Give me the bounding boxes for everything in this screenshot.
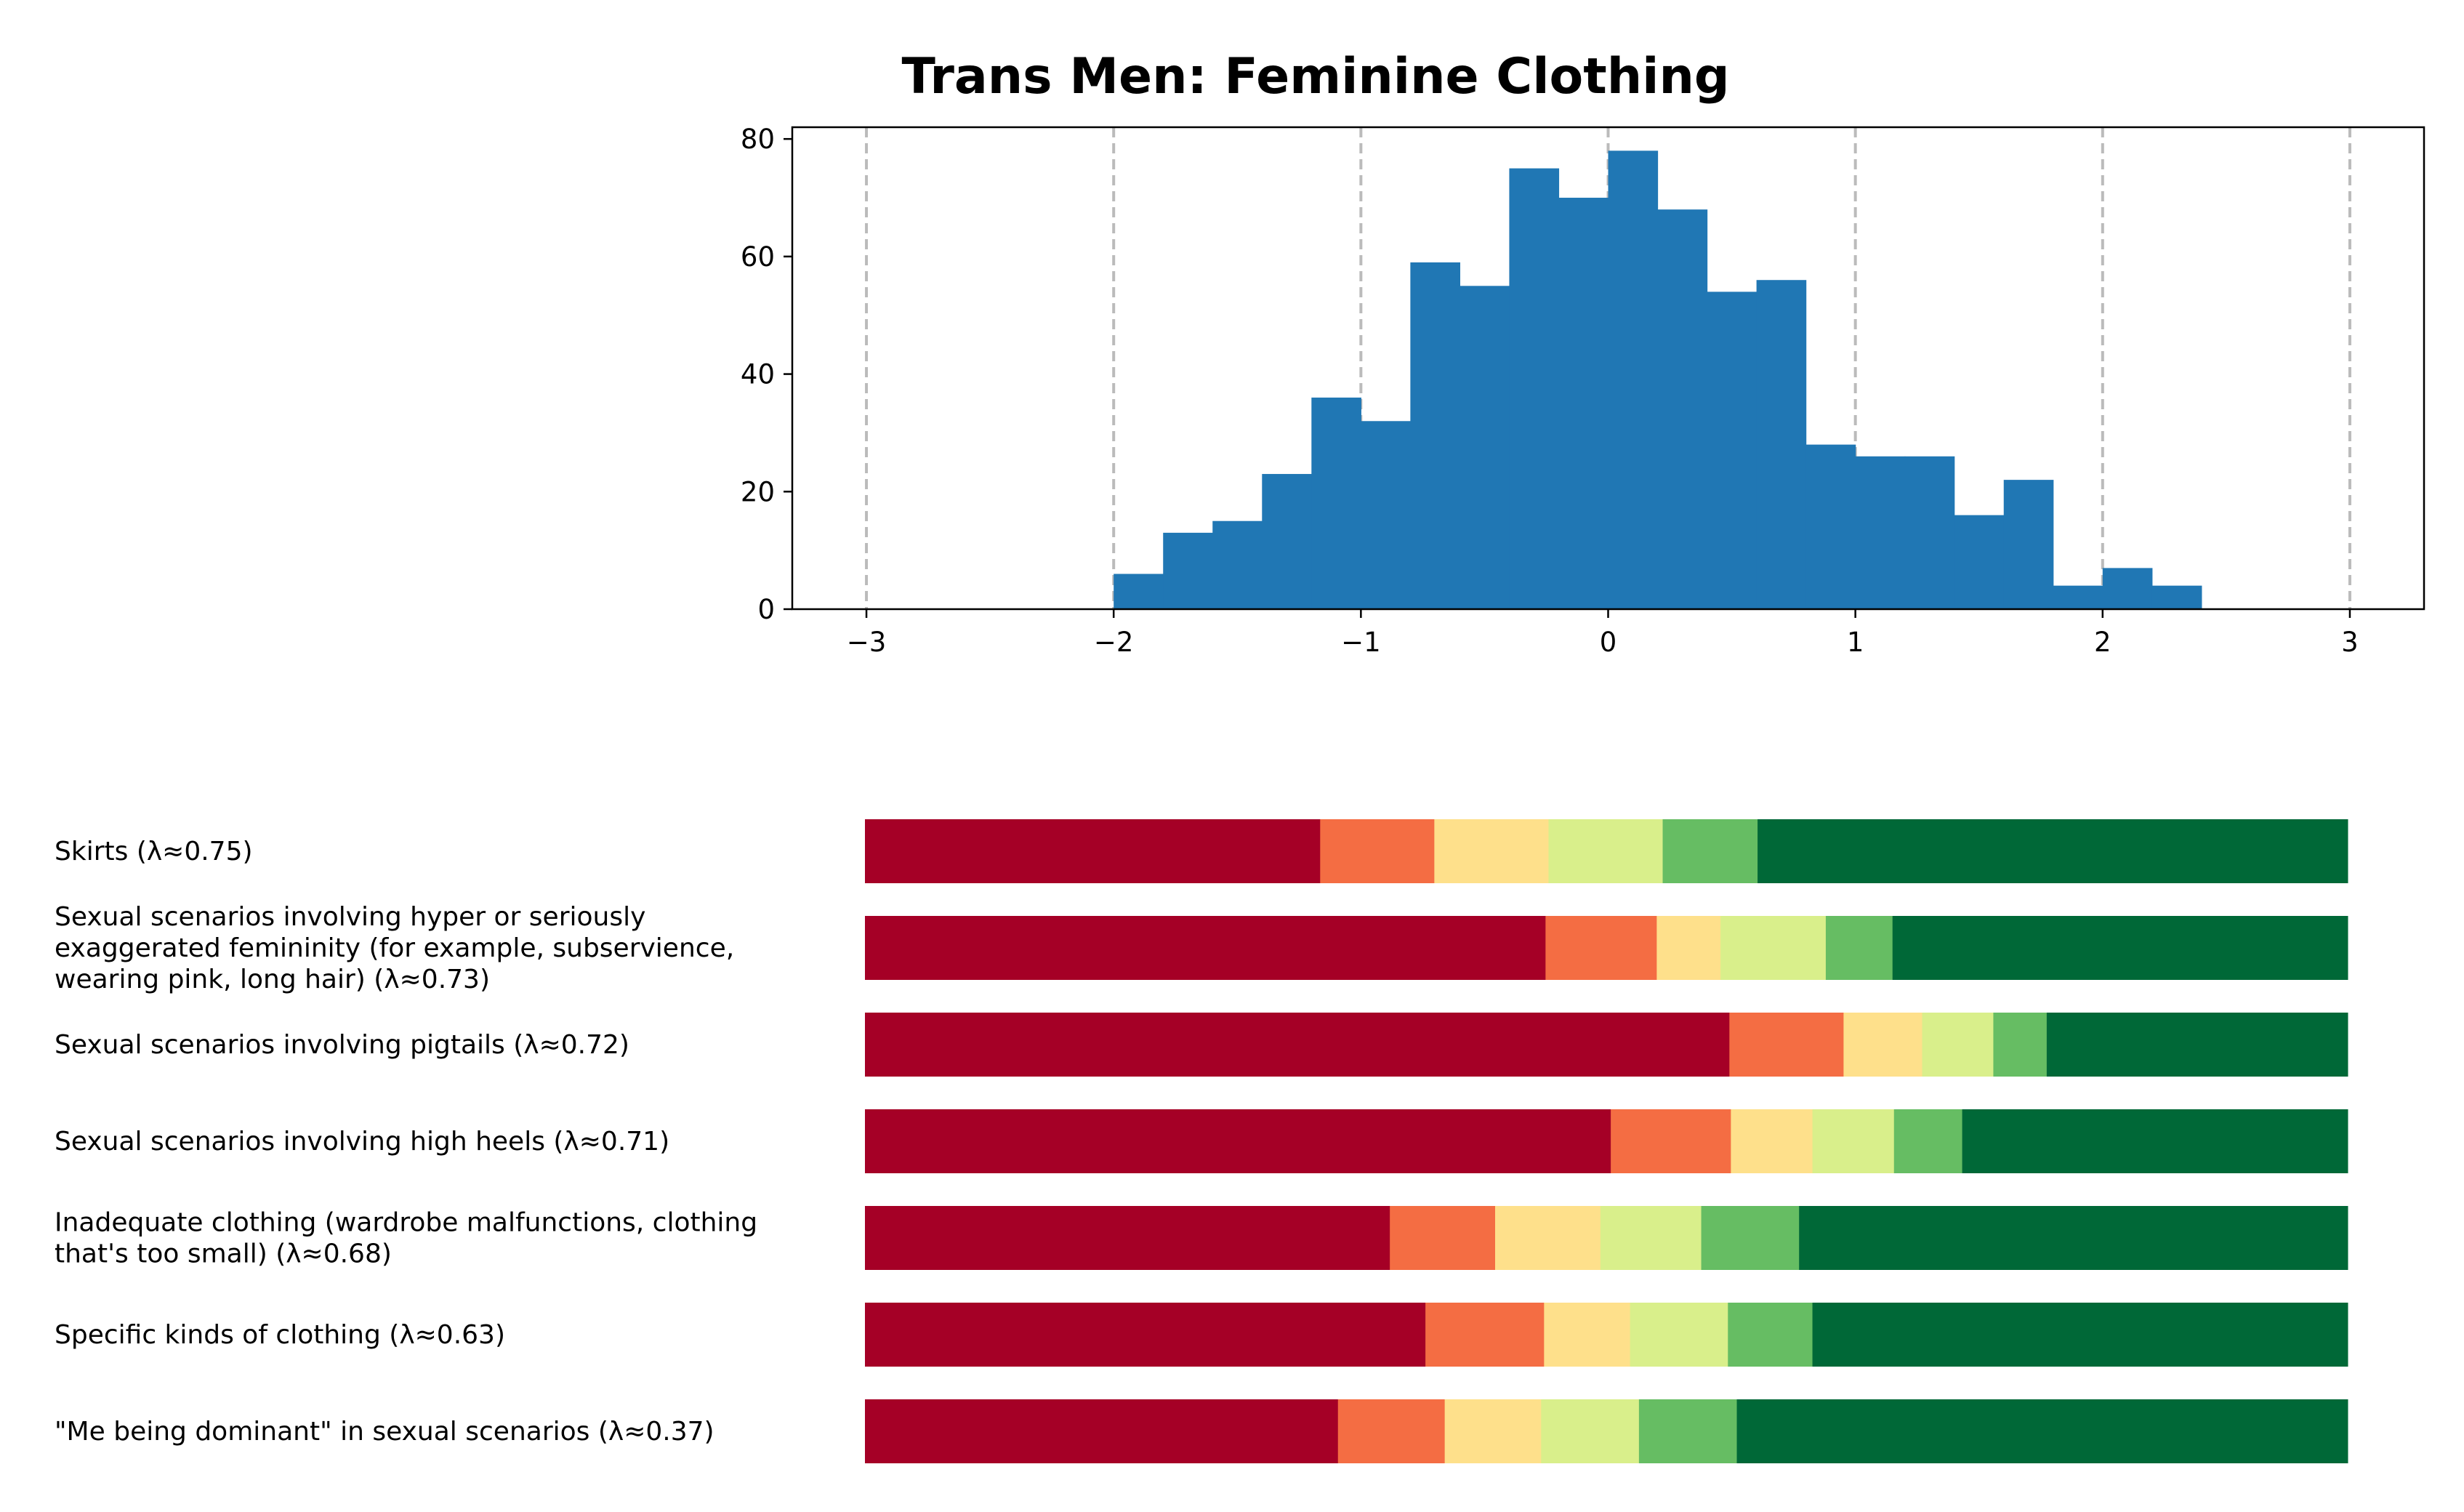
likert-segment [1444,1399,1542,1463]
likert-row-label: Sexual scenarios involving pigtails (λ≈0… [55,1030,629,1060]
likert-segment [865,819,1321,883]
histogram-bar [1311,397,1361,609]
likert-segment [1922,1013,1994,1077]
likert-row-labels: Skirts (λ≈0.75) Sexual scenarios involvin… [55,837,757,1447]
likert-bars [865,819,2348,1463]
histogram-bar [1805,444,1856,609]
histogram-bar [1707,291,1758,609]
likert-segment [1337,1399,1446,1463]
likert-segment [1548,819,1664,883]
likert-segment [865,1303,1426,1367]
likert-segment [1993,1013,2048,1077]
histogram-bar [1904,456,1955,609]
histogram-bar [1460,286,1510,609]
likert-segment [1893,1109,1963,1173]
histogram-x-ticks: −3 −2 −1 0 1 2 3 [847,609,2359,658]
histogram-bar [1410,262,1461,609]
y-tick-label: 0 [757,594,775,625]
likert-segment [1758,819,2348,883]
histogram-bar [2151,585,2202,609]
likert-segment [1434,819,1549,883]
x-tick-label: −2 [1094,627,1134,658]
likert-row-label: Skirts (λ≈0.75) [55,837,253,866]
likert-segment [1541,1399,1640,1463]
likert-segment [1962,1109,2348,1173]
likert-segment [2046,1013,2348,1077]
histogram-bar [1756,280,1807,609]
x-tick-label: 3 [2341,627,2359,658]
x-tick-label: −3 [847,627,887,658]
likert-segment [865,916,1546,980]
histogram-bar [1262,474,1312,609]
likert-segment [1611,1109,1731,1173]
y-tick-label: 60 [741,241,775,273]
histogram-bar [1657,209,1708,609]
likert-segment [1545,916,1657,980]
likert-segment [1736,1399,2348,1463]
histogram-bar [1361,421,1411,609]
y-tick-label: 40 [741,359,775,390]
x-tick-label: 2 [2094,627,2111,658]
likert-segment [1729,1013,1844,1077]
likert-segment [1728,1303,1813,1367]
histogram-bar [1954,515,2005,609]
histogram-bar [1558,198,1609,609]
likert-segment [1812,1303,2348,1367]
histogram-bar [1855,456,1906,609]
likert-segment [1825,916,1893,980]
likert-segment [865,1013,1730,1077]
likert-segment [1731,1109,1813,1173]
likert-segment [865,1399,1339,1463]
histogram-bar [2003,480,2054,609]
histogram-bar [1212,520,1263,609]
likert-segment [1656,916,1721,980]
likert-row-label: "Me being dominant" in sexual scenarios … [55,1417,714,1447]
y-tick-label: 80 [741,124,775,155]
histogram-bar [2102,568,2153,609]
y-tick-label: 20 [741,476,775,507]
likert-segment [1600,1206,1702,1270]
histogram-bar [1114,574,1164,609]
histogram-bar [1608,150,1659,610]
x-tick-label: 0 [1600,627,1617,658]
likert-segment [1320,819,1435,883]
likert-segment [1701,1206,1800,1270]
likert-segment [1662,819,1758,883]
histogram-bar [2053,585,2103,609]
likert-segment [1495,1206,1601,1270]
histogram-y-ticks: 0 20 40 60 80 [741,124,792,625]
likert-segment [1425,1303,1545,1367]
likert-segment [1390,1206,1496,1270]
likert-segment [1812,1109,1895,1173]
histogram-bar [1163,532,1213,609]
likert-segment [1544,1303,1631,1367]
likert-segment [1638,1399,1738,1463]
likert-row-label: Sexual scenarios involving hyper or seri… [55,902,734,994]
likert-segment [1799,1206,2348,1270]
likert-segment [865,1206,1390,1270]
histogram-bar [1509,168,1560,610]
chart-title: Trans Men: Feminine Clothing [901,48,1729,105]
likert-row-label: Specific kinds of clothing (λ≈0.63) [55,1320,505,1350]
x-tick-label: 1 [1847,627,1864,658]
histogram-bars [1114,150,2202,610]
likert-segment [1892,916,2348,980]
likert-segment [1630,1303,1728,1367]
x-tick-label: −1 [1341,627,1381,658]
likert-row-label: Sexual scenarios involving high heels (λ… [55,1127,669,1157]
likert-row-label: Inadequate clothing (wardrobe malfunctio… [55,1208,757,1269]
likert-segment [1843,1013,1923,1077]
likert-segment [865,1109,1611,1173]
likert-segment [1720,916,1827,980]
